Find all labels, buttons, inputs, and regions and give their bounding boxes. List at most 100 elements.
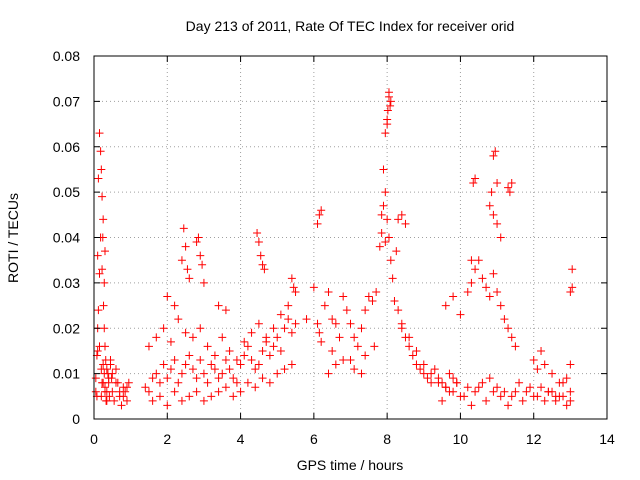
y-tick-label: 0 <box>72 411 80 427</box>
data-point <box>269 342 278 351</box>
data-point <box>485 292 494 301</box>
data-point <box>386 101 395 110</box>
data-point <box>489 210 498 219</box>
y-tick-label: 0.03 <box>53 275 80 291</box>
data-point <box>540 396 549 405</box>
data-point <box>419 369 428 378</box>
data-point <box>221 383 230 392</box>
data-point <box>568 283 577 292</box>
data-point <box>179 224 188 233</box>
data-point <box>196 356 205 365</box>
y-tick-label: 0.05 <box>53 184 80 200</box>
data-point <box>93 251 102 260</box>
data-point <box>313 219 322 228</box>
data-point <box>537 383 546 392</box>
data-point <box>412 360 421 369</box>
data-point <box>99 301 108 310</box>
data-point <box>379 165 388 174</box>
data-point <box>471 265 480 274</box>
data-point <box>95 269 104 278</box>
data-point <box>240 337 249 346</box>
data-point <box>181 360 190 369</box>
data-point <box>515 378 524 387</box>
data-point <box>287 328 296 337</box>
data-point <box>106 356 115 365</box>
data-point <box>562 401 571 410</box>
data-point <box>99 378 108 387</box>
data-point <box>163 401 172 410</box>
data-point <box>97 165 106 174</box>
data-point <box>100 387 109 396</box>
data-points <box>91 88 577 410</box>
y-tick-labels: 0 0.01 0.02 0.03 0.04 0.05 0.06 0.07 0.08 <box>53 48 80 427</box>
data-point <box>152 333 161 342</box>
data-point <box>108 369 117 378</box>
data-point <box>218 369 227 378</box>
data-point <box>493 179 502 188</box>
data-point <box>315 328 324 337</box>
y-axis-label: ROTI / TECUs <box>5 193 21 283</box>
data-point <box>313 319 322 328</box>
data-point <box>214 301 223 310</box>
data-point <box>262 333 271 342</box>
data-point <box>98 192 107 201</box>
x-axis-label: GPS time / hours <box>297 457 404 473</box>
data-point <box>229 392 238 401</box>
data-point <box>405 342 414 351</box>
data-point <box>361 306 370 315</box>
data-point <box>284 301 293 310</box>
data-point <box>445 387 454 396</box>
data-point <box>386 97 395 106</box>
data-point <box>207 392 216 401</box>
data-point <box>529 356 538 365</box>
data-point <box>108 387 117 396</box>
data-point <box>471 387 480 396</box>
x-tick-label: 0 <box>90 431 98 447</box>
data-point <box>467 278 476 287</box>
data-point <box>324 287 333 296</box>
data-point <box>504 183 513 192</box>
data-point <box>381 188 390 197</box>
data-point <box>174 315 183 324</box>
data-point <box>568 265 577 274</box>
data-point <box>456 310 465 319</box>
data-point <box>317 206 326 215</box>
data-point <box>445 369 454 378</box>
data-point <box>533 365 542 374</box>
data-point <box>199 369 208 378</box>
data-point <box>496 301 505 310</box>
data-point <box>280 365 289 374</box>
data-point <box>105 392 114 401</box>
data-point <box>159 360 168 369</box>
data-point <box>229 374 238 383</box>
data-point <box>93 346 102 355</box>
data-point <box>214 387 223 396</box>
data-point <box>251 383 260 392</box>
data-point <box>251 365 260 374</box>
y-tick-label: 0.04 <box>53 230 80 246</box>
data-point <box>474 383 483 392</box>
data-point <box>423 374 432 383</box>
data-point <box>419 360 428 369</box>
data-point <box>353 342 362 351</box>
data-point <box>489 387 498 396</box>
data-point <box>328 315 337 324</box>
data-point <box>236 387 245 396</box>
data-point <box>452 378 461 387</box>
data-point <box>408 351 417 360</box>
data-point <box>511 387 520 396</box>
x-tick-labels: 0 2 4 6 8 10 12 14 <box>90 431 615 447</box>
data-point <box>386 256 395 265</box>
data-point <box>339 356 348 365</box>
data-point <box>188 333 197 342</box>
data-point <box>485 201 494 210</box>
data-point <box>273 369 282 378</box>
data-point <box>99 215 108 224</box>
data-point <box>166 337 175 346</box>
data-point <box>496 392 505 401</box>
data-point <box>122 396 131 405</box>
data-point <box>291 319 300 328</box>
data-point <box>315 210 324 219</box>
data-point <box>124 378 133 387</box>
data-point <box>467 256 476 265</box>
